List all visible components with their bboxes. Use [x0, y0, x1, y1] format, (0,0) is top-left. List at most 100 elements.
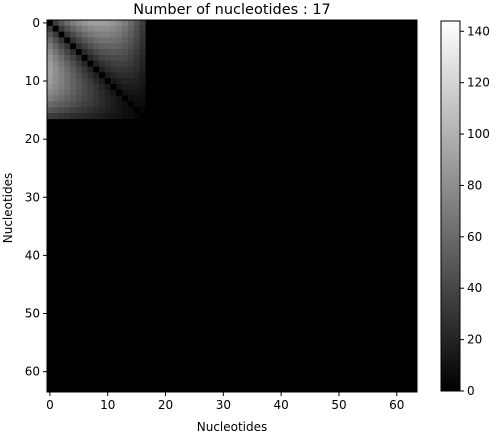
heatmap-cell [93, 83, 100, 91]
heatmap-cell [99, 83, 106, 91]
heatmap-cell [70, 54, 77, 61]
heatmap-cell [47, 107, 54, 114]
y-axis-label: Nucleotides [1, 173, 15, 244]
heatmap-cell [58, 60, 65, 67]
heatmap-cell [122, 20, 129, 27]
heatmap-cell [75, 89, 82, 96]
heatmap-cell [47, 37, 54, 44]
colorbar-tick-label: 80 [467, 178, 482, 192]
heatmap-cell [99, 20, 106, 27]
heatmap-cell [133, 113, 140, 120]
heatmap-cell [133, 25, 140, 32]
heatmap-cell [75, 49, 82, 56]
heatmap-cell [110, 60, 117, 67]
heatmap-cell [110, 25, 117, 32]
y-tick-label: 60 [25, 365, 40, 379]
heatmap-cell [99, 89, 106, 96]
heatmap-cell [104, 54, 111, 61]
heatmap-cell [122, 107, 129, 114]
heatmap-cell [116, 49, 123, 56]
colorbar-tick-label: 120 [467, 76, 490, 90]
heatmap-cell [70, 95, 77, 102]
heatmap-cell [47, 66, 54, 73]
heatmap-cell [127, 113, 135, 120]
heatmap-cell [87, 60, 94, 67]
heatmap-cell [58, 95, 65, 102]
heatmap-cell [70, 60, 77, 67]
heatmap-cell [93, 60, 100, 67]
heatmap-cell [139, 101, 146, 108]
heatmap-cell [116, 25, 123, 32]
heatmap-cell [70, 89, 77, 96]
heatmap-cell [122, 54, 129, 61]
heatmap-cell [93, 20, 100, 27]
heatmap-cell [104, 31, 111, 38]
colorbar-tick-label: 40 [467, 281, 482, 295]
heatmap-cell [47, 43, 54, 50]
heatmap-cell [47, 113, 54, 120]
heatmap-cell [133, 43, 140, 50]
heatmap-cell [52, 60, 59, 67]
heatmap-cell [64, 49, 71, 56]
heatmap-cell [110, 78, 117, 85]
heatmap-cell [52, 43, 59, 50]
heatmap-cell [110, 113, 117, 120]
heatmap-cell [64, 37, 71, 44]
x-tick-label: 10 [100, 398, 115, 412]
heatmap-cell [75, 37, 82, 44]
heatmap-cell [47, 78, 54, 85]
heatmap-cell [75, 107, 82, 114]
heatmap-cell [64, 113, 71, 120]
heatmap-cell [58, 25, 65, 32]
heatmap-cell [47, 89, 54, 96]
heatmap-cell [58, 83, 65, 91]
heatmap-cell [58, 89, 65, 96]
heatmap-cell [127, 31, 135, 38]
chart-title: Number of nucleotides : 17 [133, 2, 331, 18]
heatmap-cell [58, 113, 65, 120]
y-tick-label: 50 [25, 307, 40, 321]
heatmap-cell [58, 78, 65, 85]
y-tick-label: 20 [25, 132, 40, 146]
heatmap-cell [133, 49, 140, 56]
heatmap-cell [122, 31, 129, 38]
heatmap-cell [122, 78, 129, 85]
heatmap-cell [81, 89, 88, 96]
heatmap-cell [70, 49, 77, 56]
heatmap-cell [139, 83, 146, 91]
heatmap-cell [139, 89, 146, 96]
heatmap-cell [70, 83, 77, 91]
heatmap-cell [81, 60, 88, 67]
heatmap-cell [58, 43, 65, 50]
heatmap-cell [81, 113, 88, 120]
heatmap-cell [110, 83, 117, 91]
heatmap-cell [47, 95, 54, 102]
heatmap-cell [99, 49, 106, 56]
heatmap-cell [64, 83, 71, 91]
heatmap-cell [104, 113, 111, 120]
heatmap-cell [99, 54, 106, 61]
plot-frame [46, 19, 418, 393]
heatmap-cell [81, 107, 88, 114]
heatmap-cell [127, 43, 135, 50]
heatmap-cell [122, 49, 129, 56]
heatmap-cell [81, 101, 88, 108]
heatmap-cell [87, 49, 94, 56]
heatmap-cell [87, 43, 94, 50]
heatmap-cell [104, 101, 111, 108]
heatmap-cell [110, 54, 117, 61]
heatmap-cell [127, 78, 135, 85]
heatmap-cell [47, 54, 54, 61]
heatmap-cell [81, 83, 88, 91]
heatmap-cell [70, 66, 77, 73]
heatmap-cell [58, 49, 65, 56]
heatmap-cell [116, 72, 123, 79]
x-tick-label: 30 [216, 398, 231, 412]
heatmap-cell [127, 95, 135, 102]
heatmap-cell [70, 25, 77, 32]
heatmap-cell [122, 72, 129, 79]
heatmap-cell [52, 66, 59, 73]
heatmap-cell [116, 113, 123, 120]
heatmap-cell [64, 31, 71, 38]
colorbar-axis: 0 20 40 60 80 100 120 140 [460, 24, 490, 398]
